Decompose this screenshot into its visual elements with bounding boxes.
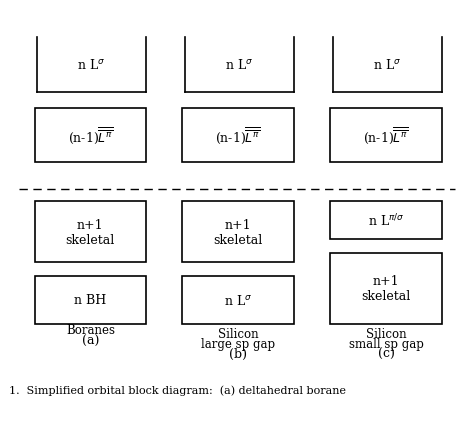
Text: 1.  Simplified orbital block diagram:  (a) deltahedral borane: 1. Simplified orbital block diagram: (a)… (9, 384, 346, 394)
Text: (n-1)$\overline{\overline{L^{\pi}}}$: (n-1)$\overline{\overline{L^{\pi}}}$ (67, 125, 113, 146)
Text: (n-1)$\overline{\overline{L^{\pi}}}$: (n-1)$\overline{\overline{L^{\pi}}}$ (363, 125, 409, 146)
Bar (35, 276, 146, 324)
Text: Silicon: Silicon (218, 327, 259, 340)
Bar (330, 108, 442, 163)
Text: n+1
skeletal: n+1 skeletal (65, 218, 115, 246)
Text: n+1
skeletal: n+1 skeletal (213, 218, 263, 246)
Text: large sp gap: large sp gap (201, 337, 275, 350)
Text: (c): (c) (378, 347, 395, 360)
Bar (35, 108, 146, 163)
Text: Boranes: Boranes (66, 323, 115, 336)
Text: small sp gap: small sp gap (349, 337, 424, 350)
Text: n L$^{\sigma}$: n L$^{\sigma}$ (77, 58, 106, 72)
Text: n L$^{\sigma}$: n L$^{\sigma}$ (224, 293, 252, 307)
Text: (b): (b) (229, 347, 247, 360)
Bar (182, 202, 294, 262)
Text: (a): (a) (82, 334, 99, 347)
Bar (182, 276, 294, 324)
Bar (330, 253, 442, 324)
Text: Silicon: Silicon (366, 327, 407, 340)
Text: n L$^{\pi/\sigma}$: n L$^{\pi/\sigma}$ (368, 212, 404, 229)
Text: n BH: n BH (74, 294, 106, 307)
Text: n+1
skeletal: n+1 skeletal (361, 275, 410, 302)
Text: n L$^{\sigma}$: n L$^{\sigma}$ (373, 58, 401, 72)
Bar (182, 108, 294, 163)
Text: (n-1)$\overline{\overline{L^{\pi}}}$: (n-1)$\overline{\overline{L^{\pi}}}$ (215, 125, 261, 146)
Text: n L$^{\sigma}$: n L$^{\sigma}$ (225, 58, 254, 72)
Bar (330, 202, 442, 239)
Bar (35, 202, 146, 262)
